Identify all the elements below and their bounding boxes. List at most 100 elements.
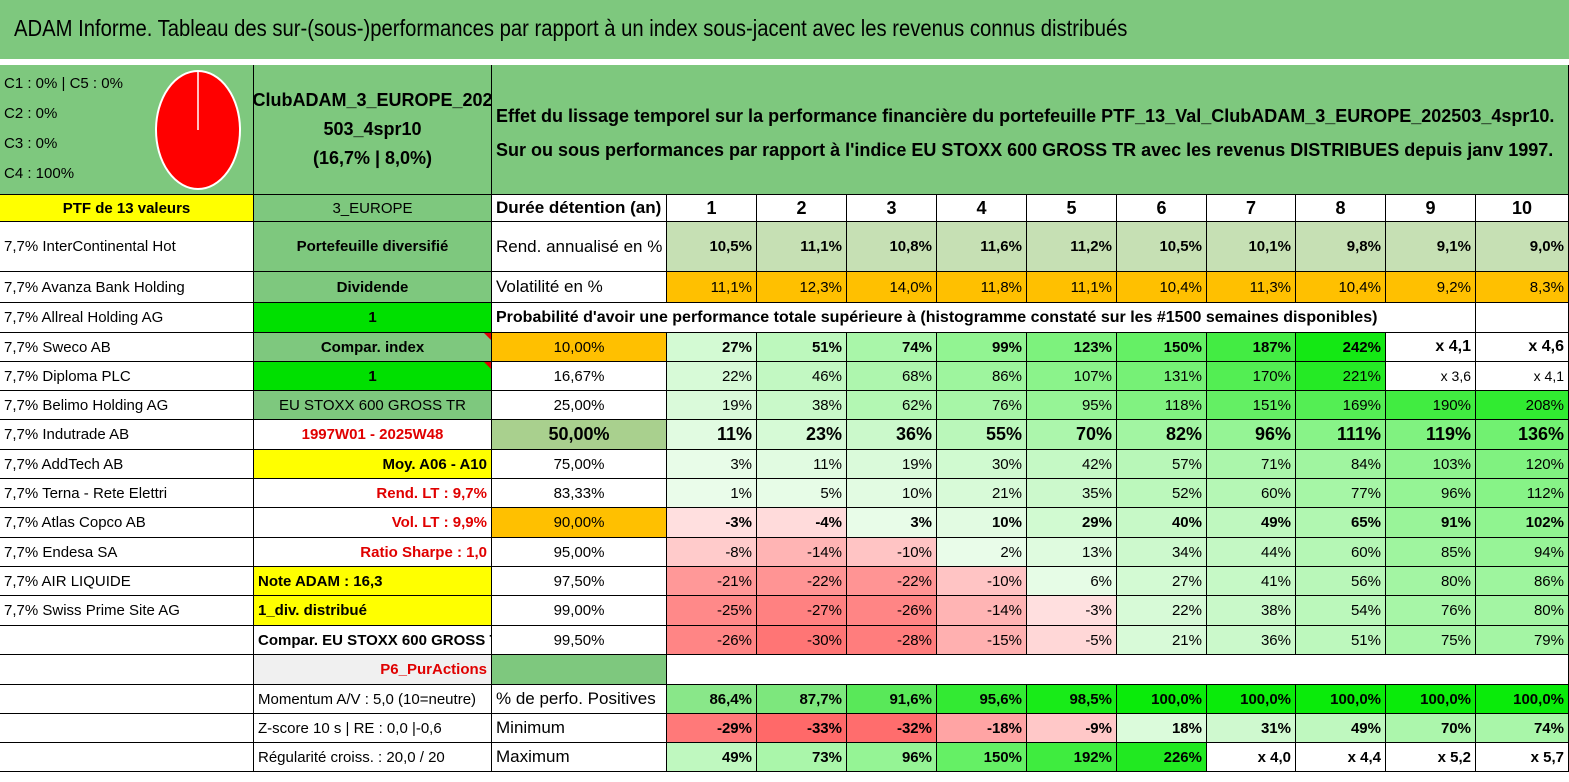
description-text: Effet du lissage temporel sur la perform…	[496, 106, 1555, 160]
probability-value: 96%	[1207, 420, 1296, 450]
percentile-label: 99,50%	[492, 626, 667, 655]
annual-return-value: 10,1%	[1207, 222, 1296, 272]
probability-title: Probabilité d'avoir une performance tota…	[492, 303, 1476, 333]
holding-cell: 7,7% Avanza Bank Holding	[0, 272, 254, 303]
positive-pct-value: 100,0%	[1207, 685, 1296, 714]
probability-value: x 3,6	[1386, 362, 1476, 391]
probability-value: 60%	[1296, 538, 1386, 567]
probability-value: 74%	[847, 333, 937, 362]
positive-pct-value: 100,0%	[1117, 685, 1207, 714]
probability-value: 103%	[1386, 450, 1476, 479]
positive-pct-value: 91,6%	[847, 685, 937, 714]
percentile-label: 75,00%	[492, 450, 667, 479]
indicator-cell: Moy. A06 - A10	[254, 450, 492, 479]
probability-value: 34%	[1117, 538, 1207, 567]
holding-cell	[0, 685, 254, 714]
year-header: 10	[1476, 195, 1569, 222]
probability-value: 11%	[667, 420, 757, 450]
holding-cell: 7,7% AddTech AB	[0, 450, 254, 479]
volatility-value: 12,3%	[757, 272, 847, 303]
annual-return-value: 9,1%	[1386, 222, 1476, 272]
volatility-value: 11,8%	[937, 272, 1027, 303]
probability-value: -26%	[847, 596, 937, 626]
duration-header: Durée détention (an)	[492, 195, 667, 222]
probability-value: 112%	[1476, 479, 1569, 508]
annual-return-value: 11,2%	[1027, 222, 1117, 272]
annual-return-value: 11,1%	[757, 222, 847, 272]
holding-cell: 7,7% Belimo Holding AG	[0, 391, 254, 420]
annual-return-value: 10,8%	[847, 222, 937, 272]
probability-value: 170%	[1207, 362, 1296, 391]
probability-value: -10%	[847, 538, 937, 567]
percentile-label: 95,00%	[492, 538, 667, 567]
holding-cell: 7,7% Diploma PLC	[0, 362, 254, 391]
percentile-label: 99,00%	[492, 596, 667, 626]
year-header: 6	[1117, 195, 1207, 222]
legend-line: C4 : 100%	[4, 165, 75, 182]
probability-value: 151%	[1207, 391, 1296, 420]
probability-value: -27%	[757, 596, 847, 626]
percentile-label: 97,50%	[492, 567, 667, 596]
report-title: ADAM Informe. Tableau des sur-(sous-)per…	[14, 15, 1128, 41]
year-header: 2	[757, 195, 847, 222]
probability-value: 29%	[1027, 508, 1117, 538]
probability-value: 57%	[1117, 450, 1207, 479]
comment-marker	[484, 362, 491, 369]
maximum-label: Maximum	[492, 743, 667, 772]
holding-cell: 7,7% InterContinental Hot	[0, 222, 254, 272]
probability-value: 10%	[937, 508, 1027, 538]
holding-cell	[0, 714, 254, 743]
holding-cell: 7,7% Allreal Holding AG	[0, 303, 254, 333]
probability-value: 3%	[667, 450, 757, 479]
probability-value: 5%	[757, 479, 847, 508]
probability-value: 102%	[1476, 508, 1569, 538]
probability-value: 36%	[1207, 626, 1296, 655]
legend-line: C1 : 0% | C5 : 0%	[4, 75, 123, 92]
maximum-value: 73%	[757, 743, 847, 772]
probability-value: -25%	[667, 596, 757, 626]
indicator-cell: Régularité croiss. : 20,0 / 20	[254, 743, 492, 772]
probability-value: -22%	[757, 567, 847, 596]
maximum-value: x 5,2	[1386, 743, 1476, 772]
probability-value: 221%	[1296, 362, 1386, 391]
probability-value: -10%	[937, 567, 1027, 596]
probability-value: 169%	[1296, 391, 1386, 420]
comment-marker	[484, 333, 491, 340]
annual-return-value: 10,5%	[667, 222, 757, 272]
maximum-value: 49%	[667, 743, 757, 772]
probability-value: -21%	[667, 567, 757, 596]
probability-value: 107%	[1027, 362, 1117, 391]
probability-value: 75%	[1386, 626, 1476, 655]
probability-value: 11%	[757, 450, 847, 479]
positive-pct-value: 86,4%	[667, 685, 757, 714]
probability-value: 86%	[1476, 567, 1569, 596]
probability-value: -3%	[1027, 596, 1117, 626]
probability-value: 3%	[847, 508, 937, 538]
holding-cell: 7,7% Atlas Copco AB	[0, 508, 254, 538]
probability-value: 76%	[937, 391, 1027, 420]
indicator-cell: P6_PurActions	[254, 655, 492, 685]
probability-value: -4%	[757, 508, 847, 538]
percentile-label: 50,00%	[492, 420, 667, 450]
probability-value: 94%	[1476, 538, 1569, 567]
indicator-cell: Compar. EU STOXX 600 GROSS TR	[254, 626, 492, 655]
probability-value: 13%	[1027, 538, 1117, 567]
probability-value: 49%	[1207, 508, 1296, 538]
probability-value: 70%	[1027, 420, 1117, 450]
probability-value: -5%	[1027, 626, 1117, 655]
minimum-value: 18%	[1117, 714, 1207, 743]
probability-value: 44%	[1207, 538, 1296, 567]
holding-cell: 7,7% Endesa SA	[0, 538, 254, 567]
return-label: Rend. annualisé en %	[492, 222, 667, 272]
indicator-cell: EU STOXX 600 GROSS TR	[254, 391, 492, 420]
percentile-label: 25,00%	[492, 391, 667, 420]
probability-value: -3%	[667, 508, 757, 538]
year-header: 8	[1296, 195, 1386, 222]
portfolio-name-line1: ClubADAM_3_EUROPE_202	[252, 90, 493, 110]
probability-value: 80%	[1386, 567, 1476, 596]
volatility-value: 11,1%	[1027, 272, 1117, 303]
indicator-cell: 1	[254, 362, 492, 391]
minimum-value: 49%	[1296, 714, 1386, 743]
probability-value: 131%	[1117, 362, 1207, 391]
indicator-cell: 1	[254, 303, 492, 333]
